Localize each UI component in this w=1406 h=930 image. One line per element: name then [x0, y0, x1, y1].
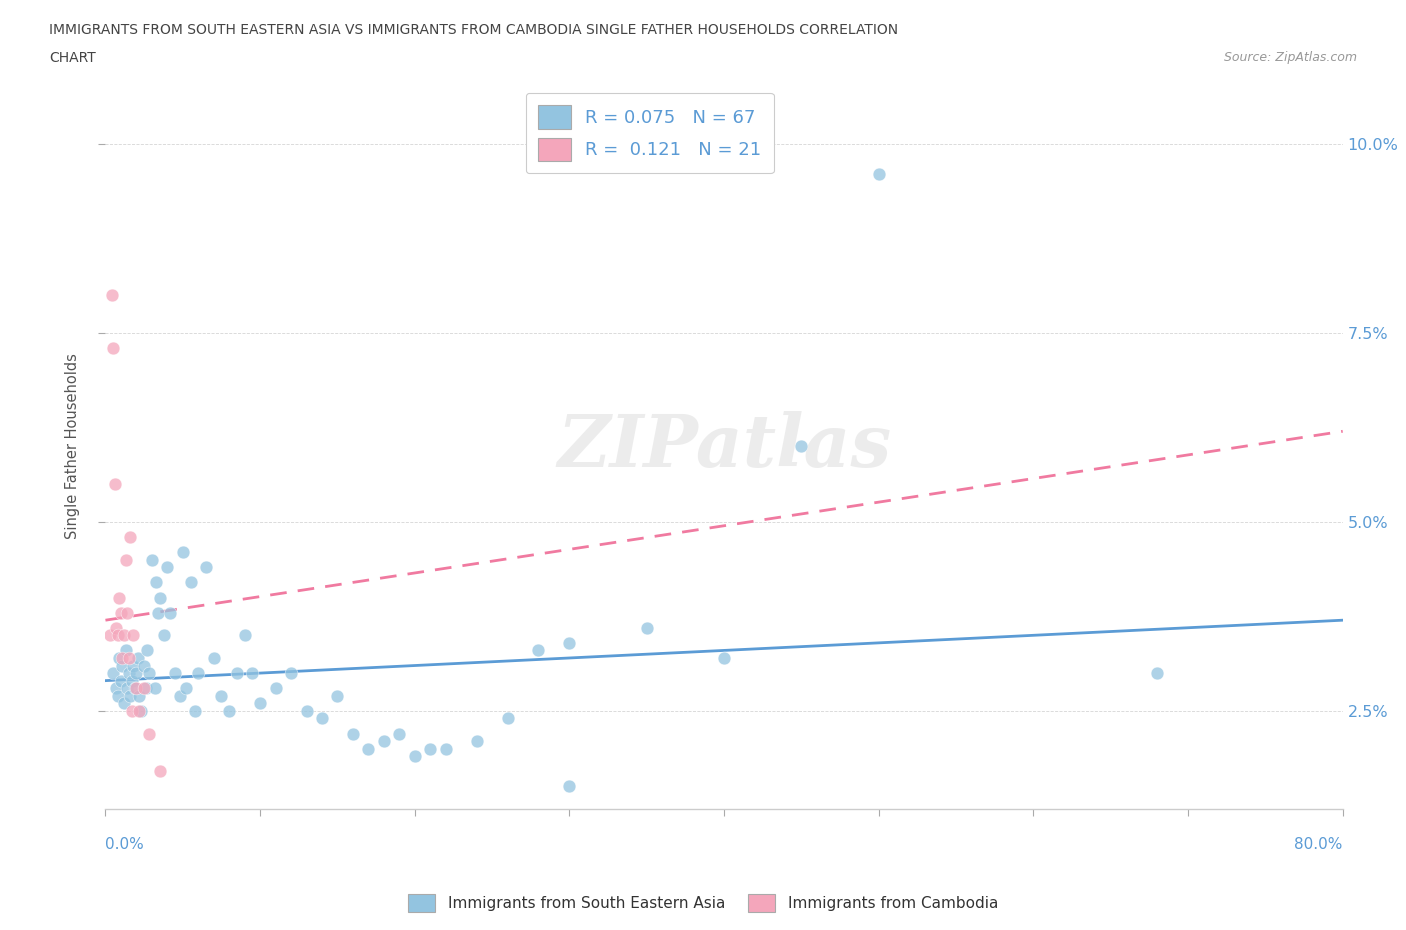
Point: [129, 703, 152, 718]
Point: [357, 741, 380, 756]
Point: [121, 703, 143, 718]
Point: [115, 681, 138, 696]
Point: [226, 666, 249, 681]
Point: [159, 605, 181, 620]
Point: [527, 643, 550, 658]
Point: [156, 560, 179, 575]
Text: IMMIGRANTS FROM SOUTH EASTERN ASIA VS IMMIGRANTS FROM CAMBODIA SINGLE FATHER HOU: IMMIGRANTS FROM SOUTH EASTERN ASIA VS IM…: [49, 23, 898, 37]
Point: [112, 696, 135, 711]
Point: [233, 628, 256, 643]
Point: [713, 651, 735, 666]
Point: [184, 703, 207, 718]
Point: [194, 560, 218, 575]
Point: [141, 552, 163, 567]
Point: [136, 643, 159, 658]
Point: [98, 628, 121, 643]
Point: [211, 688, 233, 703]
Point: [636, 620, 658, 635]
Point: [242, 666, 264, 681]
Legend: Immigrants from South Eastern Asia, Immigrants from Cambodia: Immigrants from South Eastern Asia, Immi…: [402, 888, 1004, 918]
Point: [114, 552, 136, 567]
Point: [174, 681, 197, 696]
Point: [264, 681, 287, 696]
Point: [120, 530, 142, 545]
Point: [107, 628, 129, 643]
Point: [165, 666, 187, 681]
Point: [105, 620, 128, 635]
Point: [373, 734, 395, 749]
Point: [111, 651, 134, 666]
Point: [143, 681, 166, 696]
Point: [295, 703, 318, 718]
Point: [496, 711, 519, 725]
Point: [127, 651, 149, 666]
Point: [434, 741, 457, 756]
Point: [1146, 666, 1168, 681]
Point: [342, 726, 364, 741]
Point: [149, 764, 172, 778]
Point: [404, 749, 426, 764]
Point: [153, 628, 176, 643]
Point: [100, 288, 122, 303]
Point: [107, 688, 129, 703]
Point: [104, 477, 127, 492]
Point: [388, 726, 411, 741]
Point: [558, 635, 581, 650]
Point: [558, 779, 581, 794]
Point: [280, 666, 302, 681]
Point: [111, 658, 134, 673]
Point: [124, 681, 146, 696]
Point: [114, 643, 136, 658]
Point: [187, 666, 209, 681]
Point: [120, 688, 142, 703]
Y-axis label: Single Father Households: Single Father Households: [65, 353, 80, 539]
Text: 80.0%: 80.0%: [1295, 837, 1343, 852]
Point: [145, 575, 167, 590]
Point: [128, 703, 150, 718]
Point: [122, 628, 145, 643]
Point: [326, 688, 349, 703]
Point: [249, 696, 271, 711]
Point: [169, 688, 191, 703]
Point: [172, 545, 194, 560]
Point: [122, 658, 145, 673]
Point: [419, 741, 441, 756]
Text: 0.0%: 0.0%: [105, 837, 145, 852]
Point: [202, 651, 225, 666]
Point: [105, 681, 128, 696]
Point: [125, 666, 148, 681]
Point: [118, 651, 141, 666]
Point: [125, 681, 148, 696]
Point: [121, 673, 143, 688]
Point: [112, 628, 135, 643]
Point: [103, 340, 125, 355]
Point: [465, 734, 488, 749]
Text: Source: ZipAtlas.com: Source: ZipAtlas.com: [1223, 51, 1357, 64]
Point: [108, 591, 131, 605]
Text: ZIPatlas: ZIPatlas: [557, 411, 891, 482]
Point: [218, 703, 240, 718]
Point: [790, 439, 813, 454]
Legend: R = 0.075   N = 67, R =  0.121   N = 21: R = 0.075 N = 67, R = 0.121 N = 21: [526, 93, 775, 173]
Point: [138, 726, 160, 741]
Text: CHART: CHART: [49, 51, 96, 65]
Point: [149, 591, 172, 605]
Point: [110, 605, 132, 620]
Point: [135, 681, 157, 696]
Point: [146, 605, 169, 620]
Point: [132, 658, 156, 673]
Point: [108, 651, 131, 666]
Point: [868, 166, 890, 181]
Point: [138, 666, 160, 681]
Point: [180, 575, 202, 590]
Point: [115, 605, 138, 620]
Point: [110, 673, 132, 688]
Point: [103, 666, 125, 681]
Point: [132, 681, 156, 696]
Point: [311, 711, 333, 725]
Point: [128, 688, 150, 703]
Point: [118, 666, 141, 681]
